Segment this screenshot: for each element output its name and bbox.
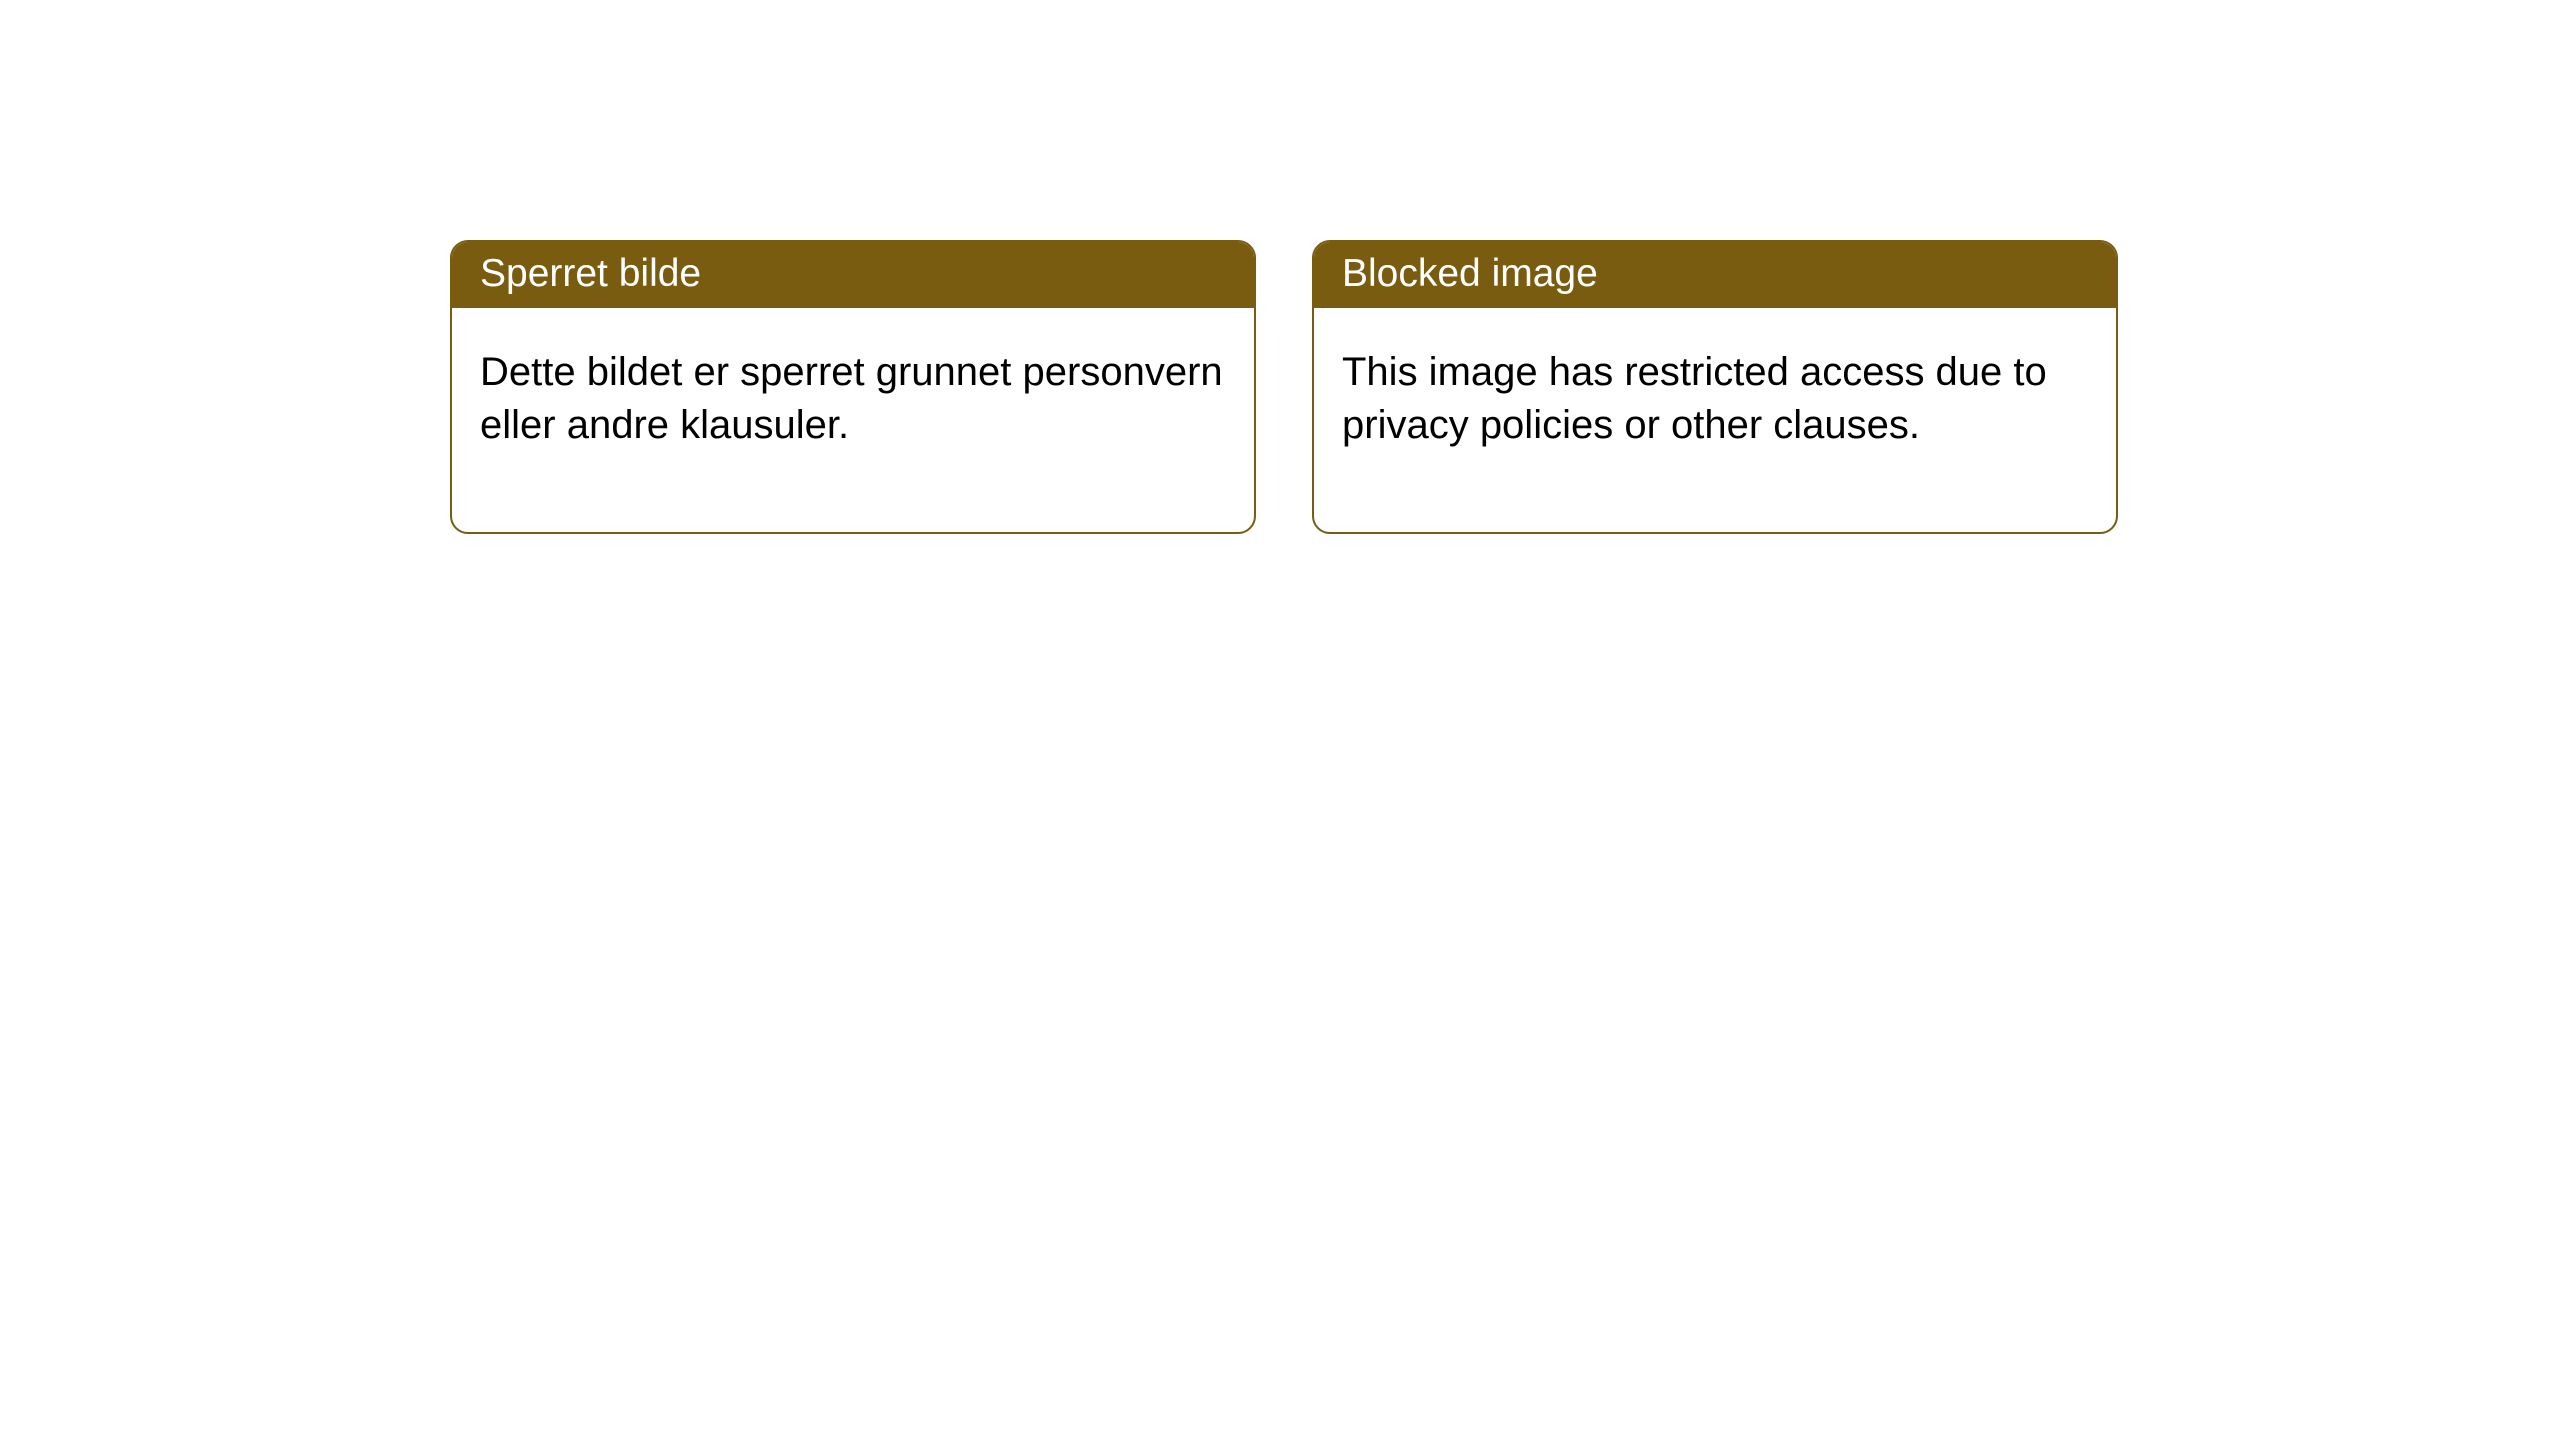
notice-body: Dette bildet er sperret grunnet personve… [452, 308, 1254, 532]
notice-cards-container: Sperret bilde Dette bildet er sperret gr… [0, 0, 2560, 534]
notice-card-english: Blocked image This image has restricted … [1312, 240, 2118, 534]
notice-body: This image has restricted access due to … [1314, 308, 2116, 532]
notice-header: Sperret bilde [452, 242, 1254, 308]
notice-card-norwegian: Sperret bilde Dette bildet er sperret gr… [450, 240, 1256, 534]
notice-header: Blocked image [1314, 242, 2116, 308]
